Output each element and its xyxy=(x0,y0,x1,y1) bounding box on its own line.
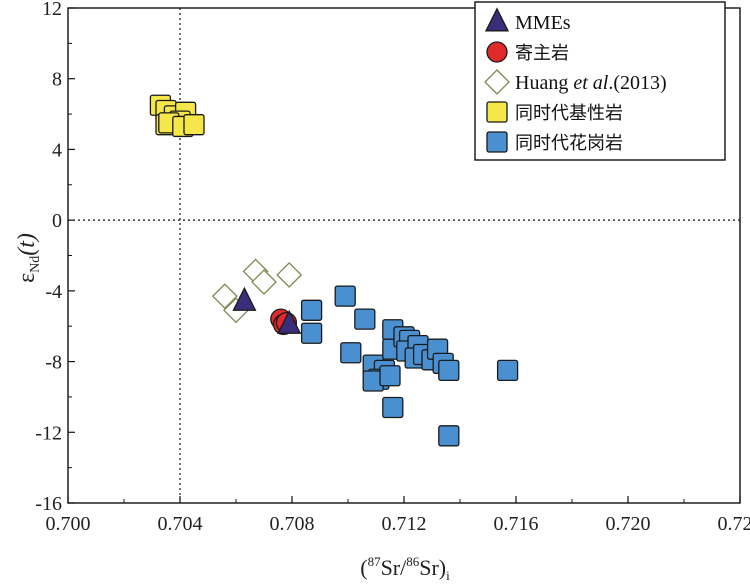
data-point xyxy=(300,299,323,321)
legend-label-part: et al xyxy=(573,72,608,94)
y-label-sub: Nd xyxy=(28,256,43,273)
x-label-open: ( xyxy=(360,555,367,580)
series-group xyxy=(211,258,303,324)
legend-label-part: 同时代花岗岩 xyxy=(515,133,623,154)
legend-label-part: MMEs xyxy=(515,12,571,34)
legend-marker xyxy=(484,69,510,95)
x-tick-label: 0.716 xyxy=(494,513,539,535)
y-axis-label: εNd(t) xyxy=(14,233,43,283)
legend-box xyxy=(474,1,726,161)
x-tick-label: 0.704 xyxy=(158,513,203,535)
y-tick-label: -8 xyxy=(45,352,62,374)
x-tick-label: 0.708 xyxy=(270,513,315,535)
data-point xyxy=(438,359,460,382)
x-label-sup2: 86 xyxy=(406,554,420,569)
data-point xyxy=(340,342,362,364)
x-tick-label: 0.720 xyxy=(606,513,651,535)
y-tick-label: 12 xyxy=(42,0,62,20)
x-tick-labels: 0.700 0.704 0.708 0.712 0.716 0.720 0.724 xyxy=(46,513,750,535)
data-points xyxy=(149,94,519,447)
y-label-epsilon: ε xyxy=(14,273,40,283)
legend-label: Huang et al.(2013) xyxy=(515,72,667,94)
x-axis-label: (87Sr/86Sr)i xyxy=(360,554,450,583)
data-point xyxy=(438,425,460,447)
x-tick-label: 0.724 xyxy=(718,513,750,535)
legend-label: MMEs xyxy=(515,12,571,34)
legend-label-part: Huang xyxy=(515,72,573,94)
series-group xyxy=(149,94,205,138)
x-label-close: Sr) xyxy=(419,555,446,580)
axis-ticks xyxy=(67,7,741,504)
legend-label-part: 寄主岩 xyxy=(515,43,569,64)
reference-lines xyxy=(68,8,740,503)
legend-marker xyxy=(486,41,508,63)
data-point xyxy=(354,308,376,330)
series-group xyxy=(232,286,302,334)
data-point xyxy=(379,365,401,387)
legend-label: 同时代花岗岩 xyxy=(515,133,623,154)
data-point xyxy=(276,262,303,288)
x-label-mid: Sr/ xyxy=(381,555,408,580)
legend-label-part: 同时代基性岩 xyxy=(515,103,623,124)
y-tick-label: 8 xyxy=(52,69,62,91)
legend-label: 同时代基性岩 xyxy=(515,103,623,124)
y-tick-label: -4 xyxy=(45,281,62,303)
x-tick-label: 0.712 xyxy=(382,513,427,535)
legend-label-part: .(2013) xyxy=(608,72,666,94)
data-point xyxy=(496,359,519,382)
data-point xyxy=(183,114,205,136)
y-tick-label: 0 xyxy=(52,210,62,232)
data-point xyxy=(300,322,323,344)
x-tick-label: 0.700 xyxy=(46,513,91,535)
y-label-tail: (t) xyxy=(14,233,40,256)
data-point xyxy=(232,286,257,311)
legend-label: 寄主岩 xyxy=(515,43,569,64)
legend-marker xyxy=(484,7,510,32)
data-point xyxy=(211,283,238,310)
y-tick-labels: 12 8 4 0 -4 -8 -12 -16 xyxy=(35,0,62,515)
data-point xyxy=(334,285,356,307)
data-point xyxy=(251,269,277,295)
data-point xyxy=(382,396,404,419)
y-tick-label: -16 xyxy=(35,493,62,515)
series-group xyxy=(300,285,519,447)
x-label-sub: i xyxy=(446,568,450,583)
legend-marker xyxy=(486,131,508,153)
x-label-sup1: 87 xyxy=(368,554,382,569)
data-point xyxy=(277,309,302,334)
y-tick-label: -12 xyxy=(35,422,62,444)
legend-marker xyxy=(486,101,508,123)
y-tick-label: 4 xyxy=(52,139,62,161)
